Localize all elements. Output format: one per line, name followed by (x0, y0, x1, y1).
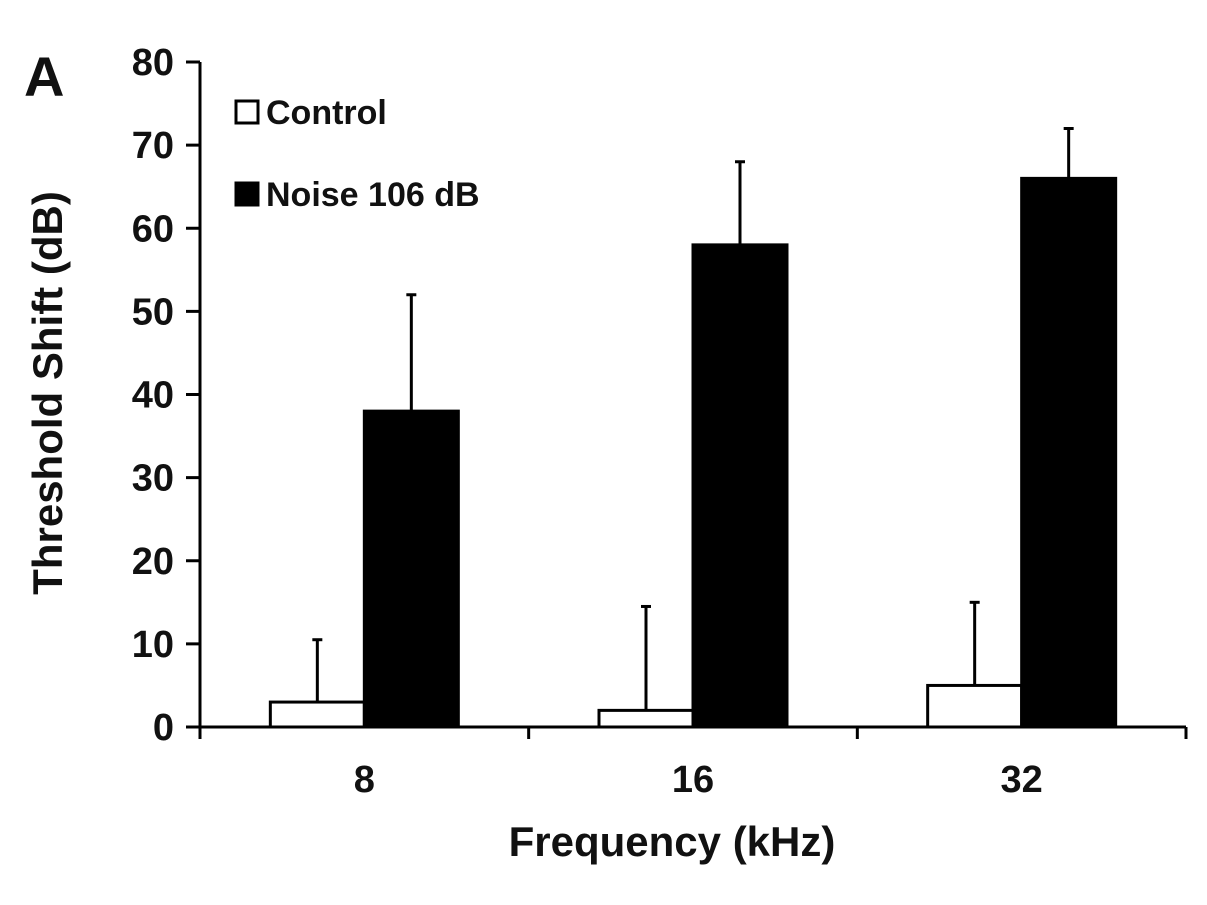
bar-noise-16 (691, 243, 789, 729)
error-bars (312, 127, 1074, 711)
bar-control-32 (926, 683, 1024, 729)
y-axis: 0 10 20 30 40 50 60 70 80 (132, 42, 202, 749)
y-tick-label: 70 (132, 125, 174, 167)
bar-noise-32 (1020, 176, 1118, 729)
panel-label: A (24, 45, 64, 108)
y-tick-label: 30 (132, 458, 174, 500)
y-tick-label: 80 (132, 42, 174, 84)
y-axis-title: Threshold Shift (dB) (24, 191, 71, 595)
y-tick-label: 40 (132, 375, 174, 417)
y-tick-label: 60 (132, 208, 174, 250)
x-axis-title: Frequency (kHz) (509, 818, 836, 865)
legend-label-control: Control (266, 94, 387, 132)
legend-label-noise: Noise 106 dB (266, 176, 480, 214)
x-axis: 8 16 32 (198, 725, 1188, 801)
y-tick-label: 10 (132, 624, 174, 666)
x-tick-label: 8 (354, 759, 375, 801)
x-tick-label: 16 (672, 759, 714, 801)
y-tick-label: 0 (153, 707, 174, 749)
legend-swatch-control (234, 99, 260, 125)
x-tick-label: 32 (1001, 759, 1043, 801)
y-tick-label: 50 (132, 291, 174, 333)
legend: Control Noise 106 dB (234, 94, 480, 214)
bar-noise-8 (362, 409, 460, 729)
bar-control-8 (268, 700, 366, 729)
y-tick-label: 20 (132, 541, 174, 583)
bars (268, 176, 1118, 729)
bar-control-16 (597, 708, 695, 729)
legend-swatch-noise (234, 181, 260, 207)
